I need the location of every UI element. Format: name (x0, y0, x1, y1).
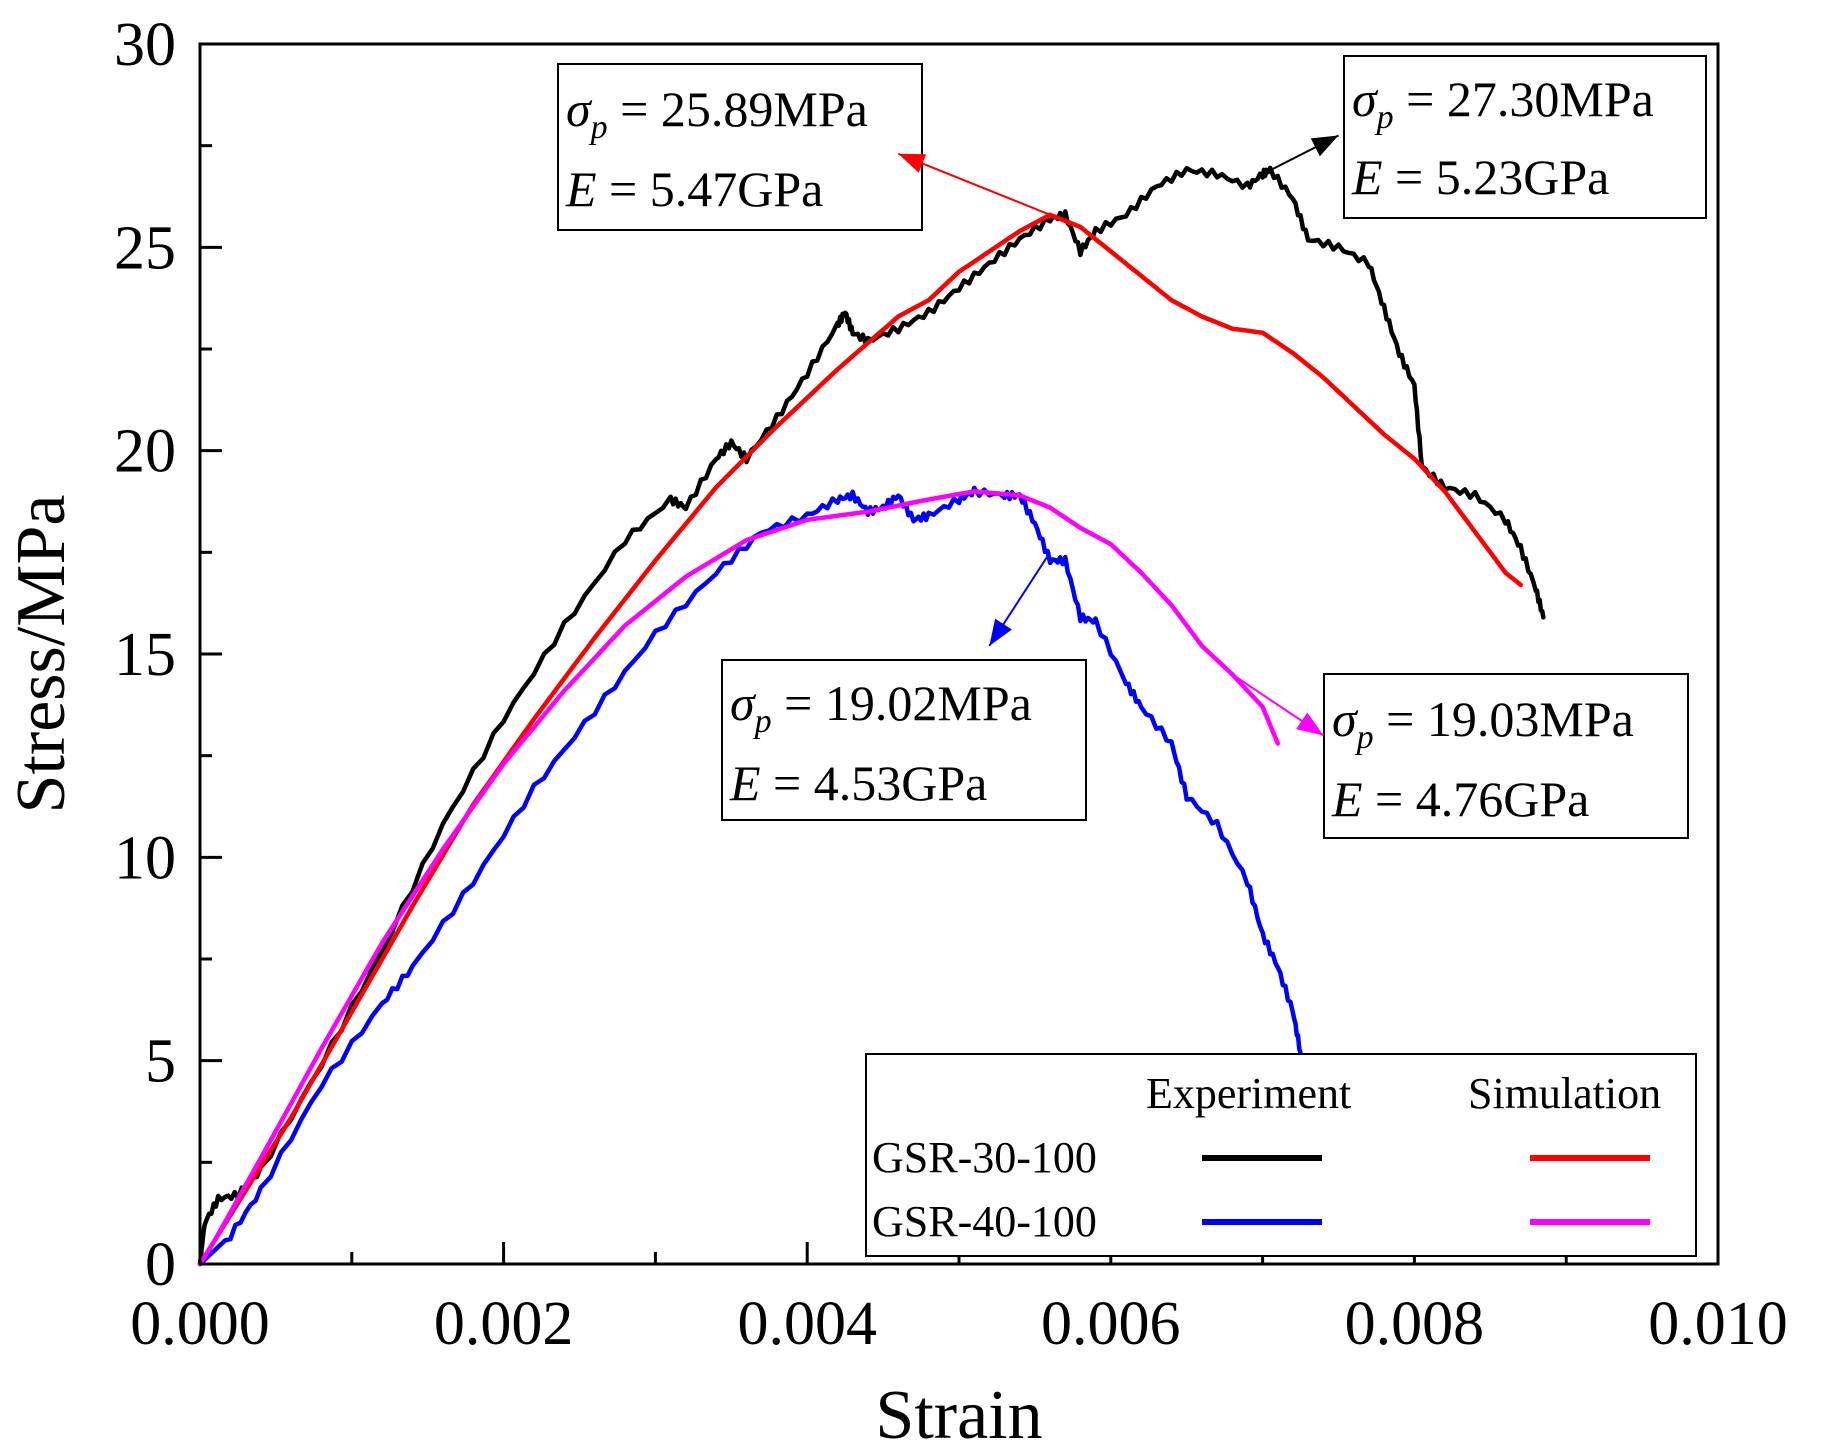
annotation-box (1323, 673, 1689, 839)
svg-text:E = 4.76GPa: E = 4.76GPa (1331, 771, 1589, 827)
x-tick-label: 0.008 (1345, 1290, 1485, 1358)
y-tick-label: 5 (145, 1028, 176, 1096)
annotation-box (557, 63, 923, 231)
y-tick-label: 20 (114, 418, 176, 486)
annotation-arrowhead (898, 153, 927, 173)
x-tick-label: 0.004 (737, 1290, 877, 1358)
axis-tick-labels: 0.000 0.002 0.004 0.006 0.008 0.010 0 5 10 15 20 25… (114, 11, 1788, 1358)
annotation-modulus: 4.76GPa (1416, 771, 1590, 827)
annotation-peak-stress: 19.02MPa (825, 675, 1032, 731)
annotation-arrowhead (989, 618, 1012, 646)
svg-text:σp = 19.03MPa: σp = 19.03MPa (1332, 691, 1634, 756)
svg-text:E = 5.47GPa: E = 5.47GPa (565, 161, 823, 217)
series-line-gsr-30-100-experiment (197, 165, 1546, 1267)
annotation-peak-stress: 19.03MPa (1427, 691, 1634, 747)
annotation-modulus: 5.23GPa (1436, 149, 1610, 205)
svg-text:σp = 27.30MPa: σp = 27.30MPa (1352, 71, 1654, 136)
series-line-gsr-40-100-simulation (197, 489, 1281, 1267)
annotation-sim-40: σp = 19.03MPa E = 4.76GPa (1323, 673, 1689, 839)
annotations: σp = 25.89MPa E = 5.47GPa σp = 27.30MPa … (557, 55, 1707, 839)
legend: Experiment Simulation GSR-30-100 GSR-40-… (865, 1053, 1697, 1257)
y-tick-label: 25 (114, 214, 176, 282)
y-tick-label: 30 (114, 11, 176, 79)
series-layer (197, 165, 1546, 1267)
x-tick-label: 0.000 (130, 1290, 270, 1358)
x-axis-title: Strain (875, 1377, 1042, 1454)
annotation-box (721, 659, 1087, 821)
legend-label-gsr-40-100: GSR-40-100 (872, 1197, 1097, 1246)
annotation-arrowhead (1310, 135, 1339, 157)
svg-text:E = 5.23GPa: E = 5.23GPa (1351, 149, 1609, 205)
svg-text:σp = 25.89MPa: σp = 25.89MPa (566, 81, 868, 146)
annotation-arrowhead (1296, 712, 1324, 736)
annotation-peak-stress: 27.30MPa (1447, 71, 1654, 127)
legend-label-gsr-30-100: GSR-30-100 (872, 1133, 1097, 1182)
y-tick-label: 0 (145, 1231, 176, 1299)
annotation-modulus: 4.53GPa (814, 755, 988, 811)
annotation-box (1343, 55, 1707, 219)
svg-text:σp = 19.02MPa: σp = 19.02MPa (730, 675, 1032, 740)
annotation-arrow-line (897, 152, 1051, 216)
series-line-gsr-40-100-experiment (197, 485, 1303, 1267)
y-tick-label: 15 (114, 621, 176, 689)
legend-header-experiment: Experiment (1146, 1069, 1351, 1118)
svg-text:E = 4.53GPa: E = 4.53GPa (729, 755, 987, 811)
x-tick-label: 0.006 (1041, 1290, 1181, 1358)
annotation-sim-30: σp = 25.89MPa E = 5.47GPa (557, 63, 923, 231)
x-tick-label: 0.010 (1648, 1290, 1788, 1358)
annotation-exp-30: σp = 27.30MPa E = 5.23GPa (1343, 55, 1707, 219)
legend-header-simulation: Simulation (1468, 1069, 1661, 1118)
x-tick-label: 0.002 (434, 1290, 574, 1358)
y-tick-label: 10 (114, 824, 176, 892)
annotation-exp-40: σp = 19.02MPa E = 4.53GPa (721, 659, 1087, 821)
annotation-peak-stress: 25.89MPa (661, 81, 868, 137)
annotation-modulus: 5.47GPa (650, 161, 824, 217)
y-axis-title: Stress/MPa (3, 495, 80, 814)
